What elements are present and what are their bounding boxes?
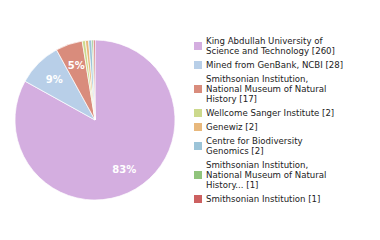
pie <box>15 40 175 200</box>
chart: 83% 9% 5% King Abdullah University ofScienc… <box>0 0 380 240</box>
legend-label: Mined from GenBank, NCBI [28] <box>206 60 343 70</box>
legend-swatch <box>194 109 202 117</box>
legend-label: Smithsonian Institution,National Museum … <box>206 160 326 190</box>
legend-label: Wellcome Sanger Institute [2] <box>206 108 334 118</box>
pie-slice <box>15 40 175 200</box>
pie-slice <box>92 40 95 120</box>
legend-swatch <box>194 61 202 69</box>
legend-swatch <box>194 171 202 179</box>
pie-slice <box>85 40 95 120</box>
legend-swatch <box>194 85 202 93</box>
legend-label: Smithsonian Institution [1] <box>206 194 320 204</box>
legend-label: King Abdullah University ofScience and T… <box>206 36 335 56</box>
legend: King Abdullah University ofScience and T… <box>194 36 343 204</box>
pie-slice <box>93 40 95 120</box>
pie-slice <box>89 40 95 120</box>
legend-swatch <box>194 195 202 203</box>
legend-swatch <box>194 142 202 150</box>
slice-label: 9% <box>46 74 63 85</box>
pie-slice <box>82 41 95 120</box>
slice-labels: 83% 9% 5% <box>46 60 136 175</box>
legend-label: Genewiz [2] <box>206 122 258 132</box>
legend-label: Smithsonian Institution,National Museum … <box>206 74 326 104</box>
legend-swatch <box>194 42 202 50</box>
legend-swatch <box>194 123 202 131</box>
slice-label: 83% <box>112 164 136 175</box>
legend-label: Centre for BiodiversityGenomics [2] <box>206 136 303 156</box>
slice-label: 5% <box>68 60 85 71</box>
